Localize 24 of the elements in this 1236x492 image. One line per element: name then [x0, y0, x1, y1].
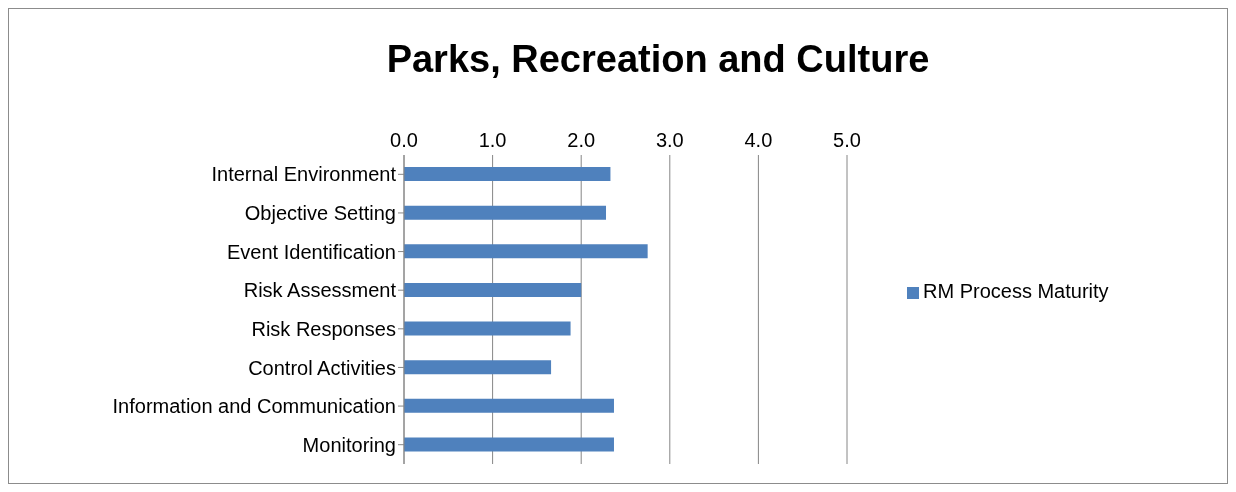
chart-title: Parks, Recreation and Culture: [385, 36, 931, 82]
bar: [404, 398, 614, 413]
x-tick-label: 4.0: [744, 129, 773, 151]
bar: [404, 437, 614, 452]
y-tick-label: Internal Environment: [211, 163, 397, 186]
x-tick-label: 3.0: [655, 129, 684, 151]
y-tick-label: Monitoring: [302, 433, 396, 456]
y-tick-label: Event Identification: [227, 240, 396, 263]
y-tick-label: Risk Assessment: [243, 279, 397, 302]
y-tick-label: Risk Responses: [251, 317, 396, 340]
y-tick-label: Information and Communication: [112, 395, 396, 418]
x-tick-label: 0.0: [390, 129, 418, 151]
y-tick-label: Control Activities: [248, 356, 396, 379]
x-tick-label: 1.0: [478, 129, 507, 151]
legend-label: RM Process Maturity: [923, 280, 1109, 302]
bar: [404, 321, 571, 336]
y-tick-label: Objective Setting: [244, 202, 396, 225]
x-tick-label: 2.0: [567, 129, 596, 151]
bar: [404, 167, 611, 181]
x-tick-label: 5.0: [833, 129, 861, 151]
bar: [404, 360, 552, 375]
bar: [404, 205, 607, 220]
bar: [404, 282, 582, 297]
bar: [404, 244, 648, 259]
